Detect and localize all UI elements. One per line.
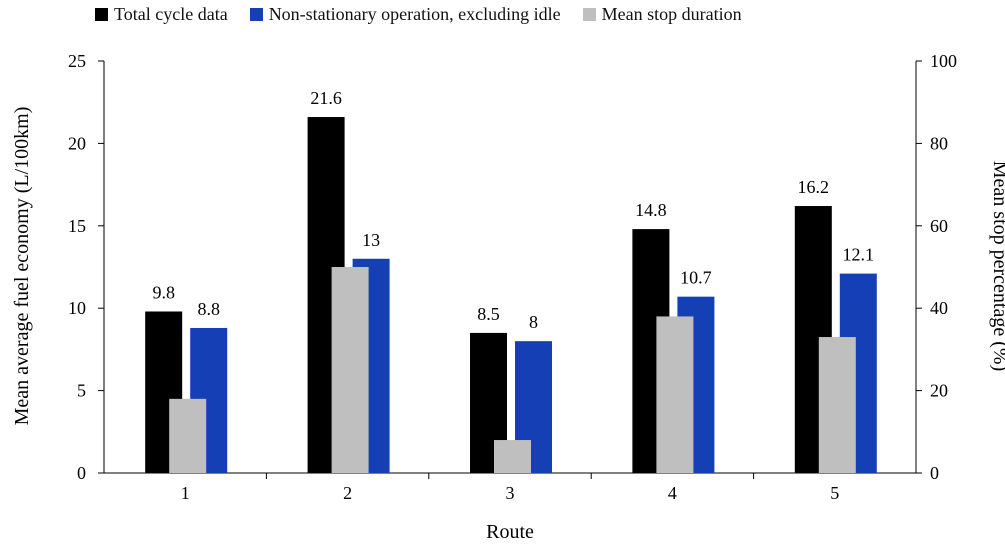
data-label-non-stationary: 13 — [362, 230, 380, 250]
y-tick-label: 15 — [68, 216, 86, 236]
data-label-total-cycle: 9.8 — [152, 282, 175, 302]
bar-mean-stop — [656, 316, 694, 473]
data-label-non-stationary: 10.7 — [680, 268, 712, 288]
legend-swatch-total-cycle — [95, 8, 108, 21]
data-label-total-cycle: 21.6 — [310, 88, 342, 108]
legend-item-non-stationary: Non-stationary operation, excluding idle — [249, 4, 561, 25]
x-tick-label: 5 — [830, 483, 839, 503]
data-label-total-cycle: 8.5 — [477, 304, 500, 324]
data-label-total-cycle: 14.8 — [635, 200, 667, 220]
y2-axis-title: Mean stop percentage (%) — [989, 161, 1005, 371]
y-tick-label: 0 — [77, 463, 86, 483]
bar-mean-stop — [494, 440, 531, 473]
y2-tick-label: 80 — [930, 133, 948, 153]
legend-swatch-mean-stop — [582, 8, 596, 21]
data-label-non-stationary: 8 — [529, 312, 538, 332]
y2-tick-label: 60 — [930, 216, 948, 236]
bar-mean-stop — [169, 398, 207, 473]
legend-item-mean-stop: Mean stop duration — [582, 4, 742, 25]
chart-legend: Total cycle data Non-stationary operatio… — [95, 4, 764, 25]
data-label-non-stationary: 12.1 — [843, 245, 875, 265]
legend-swatch-non-stationary — [249, 8, 263, 21]
y2-tick-label: 0 — [930, 463, 939, 483]
legend-label-mean-stop: Mean stop duration — [601, 4, 742, 24]
x-tick-label: 3 — [506, 483, 515, 503]
y-axis-title: Mean average fuel economy (L/100km) — [11, 107, 33, 426]
x-tick-label: 1 — [181, 483, 190, 503]
bar-mean-stop — [331, 267, 369, 473]
x-axis-title: Route — [486, 521, 534, 543]
legend-label-total-cycle: Total cycle data — [114, 4, 228, 24]
legend-item-total-cycle: Total cycle data — [95, 4, 228, 25]
data-label-total-cycle: 16.2 — [798, 177, 830, 197]
x-tick-label: 4 — [668, 483, 677, 503]
y-tick-label: 10 — [68, 298, 86, 318]
bar-mean-stop — [818, 337, 856, 473]
y2-tick-label: 20 — [930, 381, 948, 401]
y2-tick-label: 100 — [930, 51, 957, 71]
x-tick-label: 2 — [343, 483, 352, 503]
y-tick-label: 5 — [77, 381, 86, 401]
y2-tick-label: 40 — [930, 298, 948, 318]
data-label-non-stationary: 8.8 — [197, 299, 220, 319]
y-tick-label: 20 — [68, 133, 86, 153]
y-tick-label: 25 — [68, 51, 86, 71]
legend-label-non-stationary: Non-stationary operation, excluding idle — [268, 4, 561, 24]
